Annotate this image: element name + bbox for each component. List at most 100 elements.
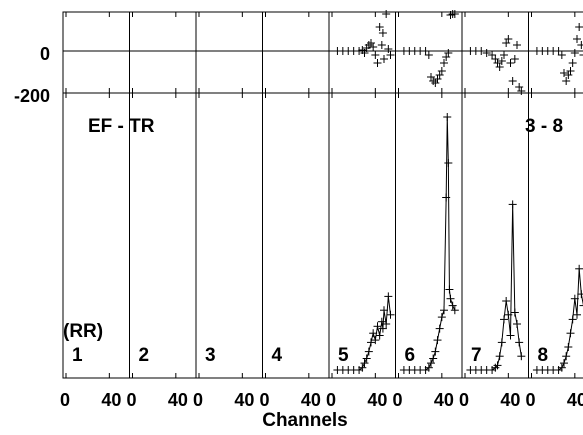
phase-point	[579, 54, 583, 56]
amp-point	[502, 297, 511, 305]
x-tick-label: 40	[168, 390, 188, 410]
amp-point	[497, 338, 506, 347]
phase-point	[371, 51, 380, 59]
amp-point	[377, 317, 386, 326]
amp-point	[443, 113, 452, 121]
phase-point	[488, 51, 497, 59]
amp-point	[566, 329, 575, 338]
phase-point	[508, 77, 517, 85]
amp-point	[358, 363, 367, 372]
amp-point	[575, 264, 583, 273]
phase-point	[562, 77, 571, 85]
phase-point	[450, 10, 459, 18]
panel-frames	[62, 11, 583, 379]
x-tick-label: 0	[259, 390, 269, 410]
panel-id-5: 5	[338, 345, 349, 366]
phase-point	[510, 55, 519, 63]
amp-point	[367, 338, 375, 347]
amp-point	[568, 315, 577, 324]
amp-point	[513, 320, 521, 328]
phase-point	[375, 23, 384, 31]
amp-point	[378, 324, 387, 333]
x-tick-label: 40	[101, 390, 121, 410]
phase-point	[497, 57, 506, 65]
x-tick-label: 0	[126, 390, 136, 410]
amp-point	[433, 336, 442, 345]
x-tick-label: 40	[234, 390, 254, 410]
phase-point	[554, 47, 563, 55]
amp-point	[445, 285, 454, 294]
amp-point	[517, 352, 526, 361]
amp-point	[371, 336, 380, 345]
amp-point	[448, 301, 457, 310]
amp-point	[431, 347, 440, 356]
amp-point	[573, 310, 581, 319]
panel-id-4: 4	[272, 345, 283, 366]
panel-id-8: 8	[538, 345, 549, 366]
amp-point	[577, 290, 583, 299]
amp-point	[579, 305, 583, 307]
x-tick-labels: 0 40 0 40 0 40 0 40 0 40 0 40 0 40 0 40	[60, 390, 583, 410]
amp-point	[373, 322, 382, 331]
phase-point	[355, 47, 364, 55]
phase-point	[369, 43, 378, 51]
phase-point	[575, 23, 583, 31]
amp-point	[446, 294, 455, 303]
amp-point	[427, 359, 435, 368]
amp-point	[500, 315, 508, 324]
amp-points	[333, 113, 583, 374]
amp-point	[562, 352, 571, 361]
phase-point	[386, 51, 395, 59]
x-tick-label: 0	[392, 390, 402, 410]
phase-point	[577, 41, 583, 49]
phase-point	[424, 51, 433, 59]
amp-point	[570, 294, 579, 303]
phase-point	[360, 49, 369, 57]
amp-point	[440, 306, 448, 315]
panel-id-1: 1	[72, 345, 83, 366]
amp-point	[369, 329, 378, 338]
amp-point	[437, 313, 446, 322]
amp-point	[435, 324, 444, 333]
phase-point	[568, 59, 577, 67]
panel-id-3: 3	[205, 345, 216, 366]
amp-point	[493, 361, 502, 370]
amp-point	[450, 306, 459, 315]
x-tick-label: 40	[500, 390, 520, 410]
amp-point	[360, 359, 369, 368]
phase-point	[504, 35, 513, 43]
amp-point	[444, 159, 453, 167]
x-tick-label: 40	[567, 390, 583, 410]
amp-point	[384, 292, 393, 301]
phase-point	[437, 67, 446, 75]
phase-point	[517, 87, 526, 95]
panel-id-7: 7	[471, 345, 482, 366]
x-tick-label: 40	[434, 390, 454, 410]
polarization-label: (RR)	[63, 321, 103, 342]
x-tick-label: 40	[301, 390, 321, 410]
title-right: 3 - 8	[525, 116, 563, 137]
amp-point	[510, 308, 519, 317]
phase-point	[384, 45, 393, 53]
panel-id-2: 2	[139, 345, 150, 366]
amp-point	[557, 363, 566, 372]
x-tick-label: 40	[367, 390, 387, 410]
amp-point	[429, 354, 438, 363]
x-axis-label: Channels	[262, 410, 348, 431]
phase-points	[333, 10, 583, 95]
amp-point	[508, 200, 517, 209]
amp-point	[386, 310, 395, 319]
title-left: EF - TR	[88, 116, 155, 137]
amp-point	[375, 331, 384, 340]
amp-point	[362, 354, 371, 363]
amp-point	[504, 310, 513, 319]
phase-point	[421, 47, 430, 55]
amp-point	[380, 306, 388, 315]
x-tick-label: 0	[459, 390, 469, 410]
phase-point	[566, 67, 575, 75]
amp-point	[442, 193, 451, 202]
amp-point	[364, 347, 373, 356]
amp-point	[424, 363, 433, 372]
